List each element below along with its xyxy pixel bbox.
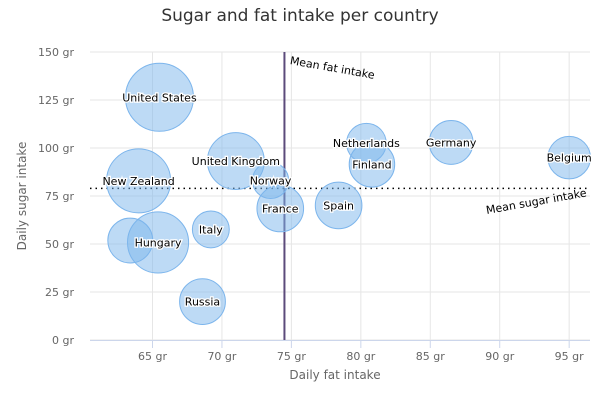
x-tick-label: 70 gr: [207, 350, 236, 363]
x-axis-title: Daily fat intake: [289, 368, 380, 382]
bubble-label: Norway: [250, 174, 292, 187]
bubble-label: Netherlands: [333, 137, 400, 150]
bubble-label: Hungary: [135, 236, 182, 249]
bubble-point[interactable]: [547, 135, 591, 180]
bubble-label: United States: [122, 91, 197, 104]
x-tick-label: 65 gr: [138, 350, 167, 363]
x-tick-label: 85 gr: [416, 350, 445, 363]
y-tick-label: 50 gr: [45, 238, 74, 251]
bubble-label: Finland: [352, 158, 391, 171]
bubble-point[interactable]: [107, 217, 154, 264]
x-tick-label: 95 gr: [555, 350, 584, 363]
y-tick-label: 75 gr: [45, 190, 74, 203]
chart-title: Sugar and fat intake per country: [161, 6, 439, 26]
bubble-label: United Kingdom: [192, 155, 280, 168]
bubble-label: Germany: [426, 136, 477, 149]
y-tick-label: 125 gr: [38, 94, 74, 107]
y-axis-title: Daily sugar intake: [15, 142, 29, 251]
bubble-label: New Zealand: [102, 175, 174, 188]
y-tick-label: 150 gr: [38, 46, 74, 59]
bubble-label: Italy: [199, 223, 223, 236]
bubble-label: Russia: [185, 296, 220, 309]
bubble-point[interactable]: [191, 210, 230, 249]
bubbles: [106, 62, 591, 325]
bubble-label: Spain: [323, 199, 354, 212]
mean-fat-label: Mean fat intake: [289, 54, 376, 82]
y-tick-label: 0 gr: [52, 334, 74, 347]
y-tick-label: 100 gr: [38, 142, 74, 155]
x-tick-label: 90 gr: [485, 350, 514, 363]
bubble-point[interactable]: [124, 62, 194, 132]
bubble-point[interactable]: [251, 161, 290, 200]
bubble-label: France: [262, 202, 299, 215]
labels: Mean fat intake Mean sugar intake United S…: [101, 54, 593, 310]
y-tick-label: 25 gr: [45, 286, 74, 299]
bubble-point[interactable]: [106, 148, 172, 214]
bubble-point[interactable]: [428, 119, 474, 165]
bubble-label: Belgium: [547, 152, 592, 165]
bubble-point[interactable]: [346, 122, 387, 164]
x-tick-label: 75 gr: [277, 350, 306, 363]
bubble-point[interactable]: [206, 132, 265, 190]
bubble-point[interactable]: [314, 181, 363, 230]
mean-sugar-label: Mean sugar intake: [485, 186, 588, 217]
bubble-point[interactable]: [179, 278, 226, 325]
axes: 65 gr 70 gr 75 gr 80 gr 85 gr 90 gr 95 gr 0 gr 2…: [15, 46, 590, 382]
x-tick-label: 80 gr: [346, 350, 375, 363]
